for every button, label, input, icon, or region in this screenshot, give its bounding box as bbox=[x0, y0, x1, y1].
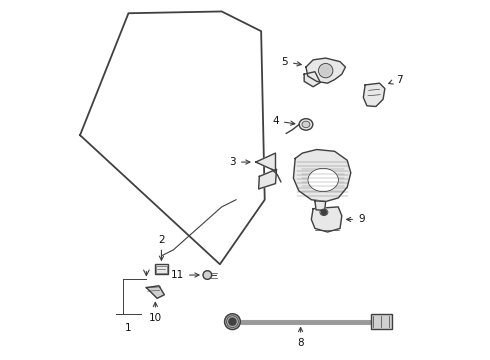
Text: 2: 2 bbox=[158, 235, 165, 260]
Text: 9: 9 bbox=[346, 215, 365, 224]
Ellipse shape bbox=[308, 168, 339, 192]
Ellipse shape bbox=[302, 121, 310, 128]
Polygon shape bbox=[304, 72, 320, 87]
Polygon shape bbox=[306, 58, 345, 83]
Polygon shape bbox=[259, 169, 276, 189]
Circle shape bbox=[322, 67, 329, 74]
Polygon shape bbox=[315, 201, 326, 211]
Circle shape bbox=[224, 314, 240, 329]
Bar bbox=[370, 315, 392, 329]
Text: 4: 4 bbox=[272, 116, 295, 126]
Text: 6: 6 bbox=[320, 215, 326, 233]
Text: 5: 5 bbox=[281, 57, 301, 67]
Text: 10: 10 bbox=[149, 302, 162, 323]
Polygon shape bbox=[256, 153, 275, 171]
Polygon shape bbox=[364, 83, 385, 107]
Circle shape bbox=[229, 318, 236, 325]
Text: 8: 8 bbox=[297, 328, 304, 348]
Circle shape bbox=[321, 210, 326, 215]
Polygon shape bbox=[294, 149, 351, 202]
Ellipse shape bbox=[299, 119, 313, 130]
Circle shape bbox=[203, 271, 212, 279]
Polygon shape bbox=[311, 207, 342, 232]
Circle shape bbox=[318, 63, 333, 78]
Text: 7: 7 bbox=[389, 75, 402, 85]
Ellipse shape bbox=[320, 209, 328, 216]
Bar bbox=[155, 264, 168, 274]
Text: 3: 3 bbox=[229, 157, 250, 167]
Text: 11: 11 bbox=[171, 270, 199, 280]
Text: 1: 1 bbox=[125, 323, 132, 333]
Bar bbox=[156, 266, 167, 273]
Polygon shape bbox=[147, 286, 164, 298]
